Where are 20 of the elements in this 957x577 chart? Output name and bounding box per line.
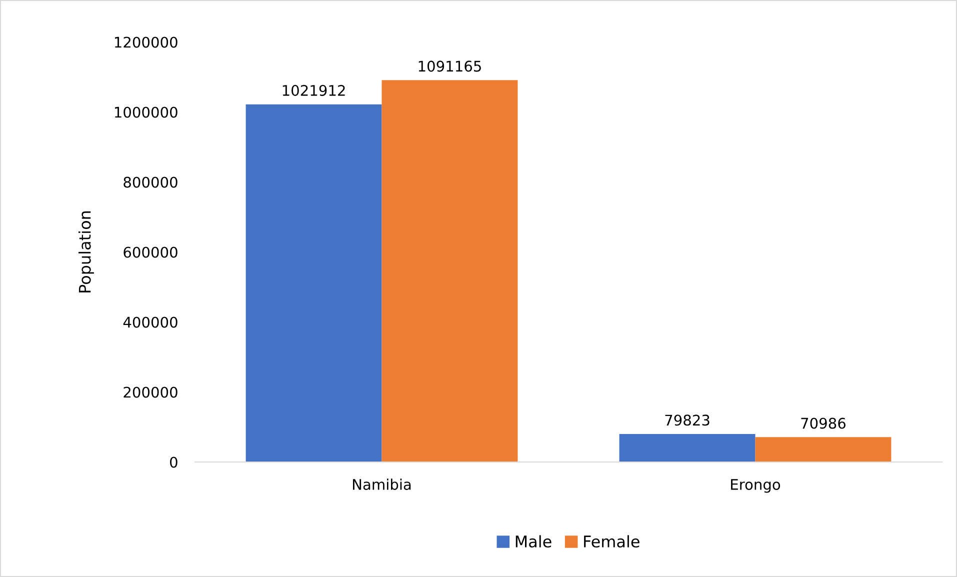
bar [755,437,892,462]
y-tick-label: 1200000 [114,36,178,48]
x-tick-label: Erongo [731,479,780,493]
bar [382,80,518,462]
y-tick-label: 800000 [124,176,178,188]
legend-label: Female [584,535,640,548]
data-label: 1021912 [282,84,345,96]
legend-label: Male [516,535,552,548]
bar [619,434,756,462]
y-tick-label: 400000 [123,316,178,328]
bar [246,104,382,462]
y-tick-label: 600000 [124,246,178,258]
y-tick-label: 0 [170,456,178,468]
data-label: 1091165 [418,60,481,72]
y-tick-label: 200000 [124,386,178,398]
y-axis-title: Population [78,211,94,292]
data-label: 70986 [801,418,846,429]
x-tick-label: Namibia [353,478,411,490]
data-label: 79823 [665,414,710,426]
y-tick-label: 1000000 [114,106,178,118]
